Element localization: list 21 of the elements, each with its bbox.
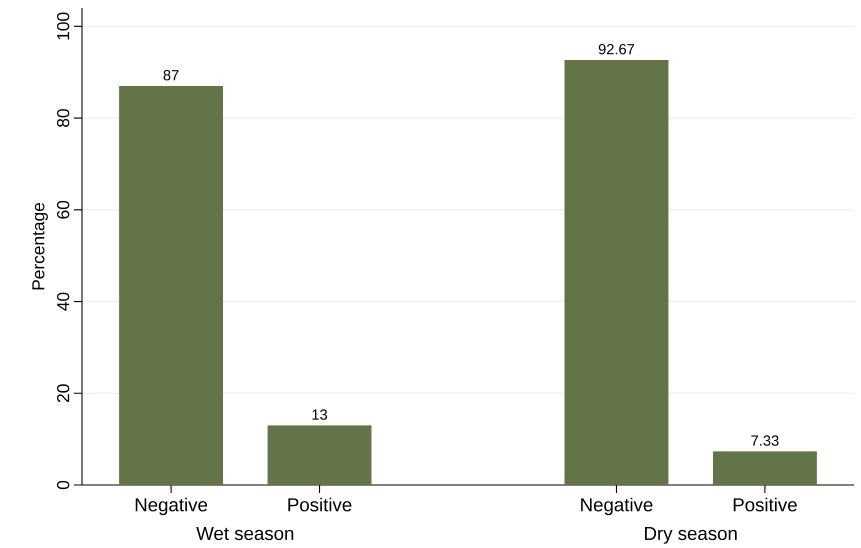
data-label: 92.67 (598, 44, 634, 54)
bar (712, 451, 817, 485)
text: Dry season (645, 526, 737, 544)
y-tick-label: 80 (57, 109, 70, 127)
y-tick-label: 60 (57, 200, 70, 218)
data-label: 13 (312, 409, 328, 420)
y-tick-label: 100 (57, 12, 70, 40)
x-tick-label: Negative (136, 498, 208, 516)
y-tick-label: 0 (57, 480, 70, 490)
data-label: 87 (164, 70, 178, 80)
y-tick-label: 20 (57, 384, 70, 402)
x-tick-label: Negative (581, 498, 652, 516)
y-tick-label: 40 (57, 292, 70, 311)
text: Wet season (196, 526, 294, 540)
bar (119, 86, 224, 485)
x-tick-label: Positive (734, 498, 797, 512)
x-tick-label: Positive (288, 498, 352, 512)
bar (564, 60, 668, 485)
bar (268, 425, 372, 485)
y-axis-title: Percentage (32, 202, 48, 290)
data-label: 7.33 (751, 435, 779, 446)
